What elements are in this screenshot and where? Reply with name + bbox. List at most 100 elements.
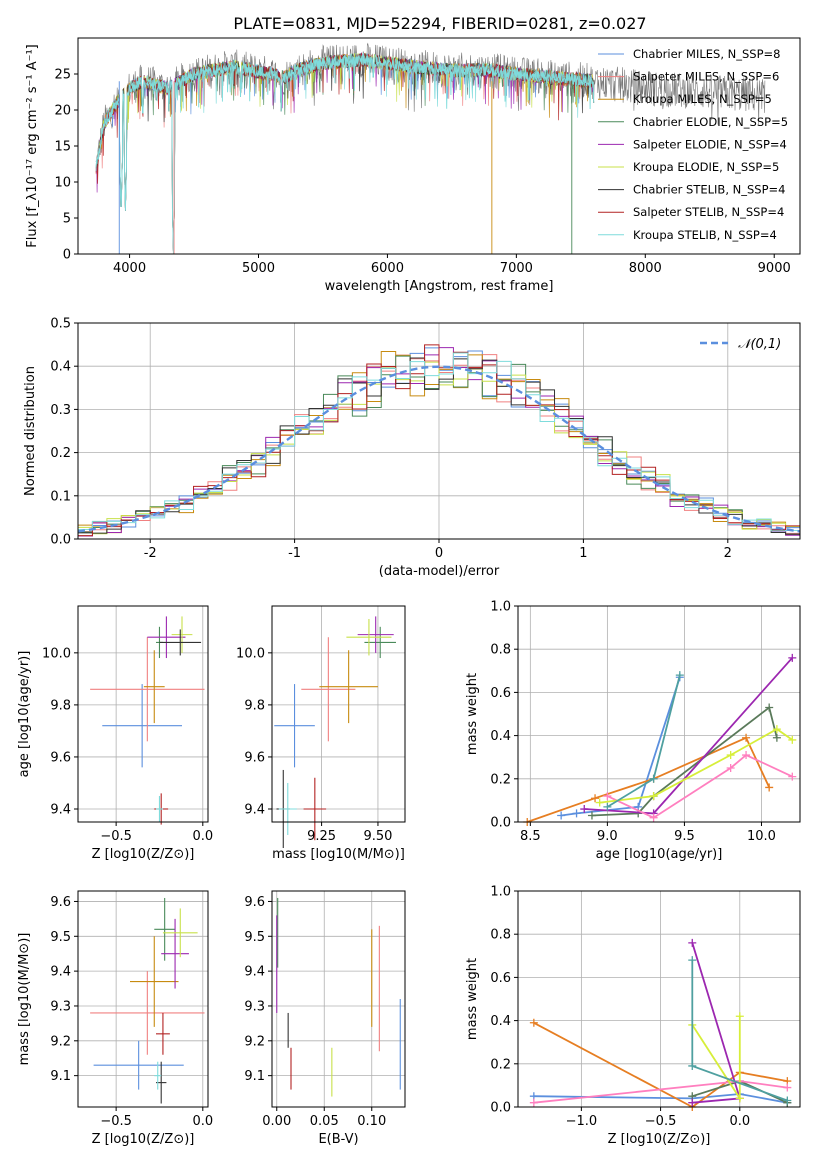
residuals-ylabel: Normed distribution: [23, 366, 38, 496]
weight_vs_age-marker-4-1: [649, 813, 658, 822]
weight_vs_age-marker-5-0: [595, 798, 604, 807]
weight_vs_Z-ytick-label-2: 0.4: [490, 1014, 511, 1029]
spectrum-xtick-label-4: 8000: [629, 261, 662, 276]
residuals-ytick-label-2: 0.2: [50, 446, 71, 461]
weight_vs_age-marker-5-3: [772, 725, 781, 734]
weight_vs_Z-series-3: [691, 942, 741, 1104]
mass_vs_ebv-axes: 0.00 0.05 0.10 9.1 9.2 9.3 9.4 9.5 9.6 E(B-V): [244, 891, 405, 1147]
weight_vs_age-ytick-label-2: 0.4: [490, 729, 511, 744]
residuals-ytick-label-4: 0.4: [50, 360, 71, 375]
residuals-ytick-label-0: 0.0: [50, 533, 71, 548]
mass_vs_Z-ytick-label-2: 9.3: [50, 999, 71, 1014]
mass_vs_ebv-ytick-label-1: 9.2: [244, 1034, 265, 1049]
residuals-ytick-label-3: 0.3: [50, 403, 71, 418]
mass_vs_ebv-xlabel: E(B-V): [318, 1132, 358, 1147]
age_vs_mass-frame: [271, 605, 406, 823]
mass_vs_ebv-ytick-label-2: 9.3: [244, 999, 265, 1014]
age_vs_mass-bars: [274, 616, 396, 849]
weight_vs_Z-series-1: [533, 1022, 788, 1109]
weight_vs_Z-marker-4-2: [783, 1083, 792, 1092]
spectrum-xtick-label-1: 5000: [242, 261, 275, 276]
weight_vs_Z-marker-4-0: [529, 1098, 538, 1107]
residuals-frame: [77, 322, 801, 540]
weight_vs_age-marker-1-4: [765, 783, 774, 792]
age_vs_Z-bars: [90, 616, 205, 825]
age_vs_Z-axes: −0.5 0.0 9.4 9.6 9.8 10.0 Z [log10(Z/Z⊙)] age […: [17, 606, 213, 862]
weight_vs_age-marker-3-0: [580, 805, 589, 814]
weight_vs_Z-ytick-label-4: 0.8: [490, 928, 511, 943]
weight_vs_age-marker-5-4: [788, 735, 797, 744]
age_vs_mass-ytick-label-1: 9.6: [244, 750, 265, 765]
spectrum-legend: Chabrier MILES, N_SSP=8 Salpeter MILES, N…: [598, 47, 788, 242]
weight_vs_age-ytick-label-5: 1.0: [490, 600, 511, 615]
figure-title: PLATE=0831, MJD=52294, FIBERID=0281, z=0…: [233, 14, 646, 33]
age_vs_Z-ytick-label-1: 9.6: [50, 750, 71, 765]
mass_vs_Z-xlabel: Z [log10(Z/Z⊙)]: [92, 1132, 195, 1147]
weight_vs_Z-marker-6-0: [688, 956, 697, 965]
hist-series-7: [78, 344, 800, 539]
weight_vs_age-marker-0-0: [557, 811, 566, 820]
mass_vs_ebv-ytick-label-3: 9.4: [244, 965, 265, 980]
normal-curve: [78, 365, 800, 533]
weight_vs_age-marker-3-2: [788, 653, 797, 662]
mass_vs_Z-frame: [77, 890, 209, 1108]
weight_vs_age-marker-2-0: [587, 811, 596, 820]
weight_vs_age-marker-2-3: [765, 703, 774, 712]
weight_vs_age-marker-5-2: [726, 751, 735, 760]
weight_vs_age-frame: [517, 605, 801, 823]
residuals-xtick-label-0: -2: [144, 546, 157, 561]
weight_vs_Z-frame: [517, 890, 801, 1108]
age_vs_mass-xtick-label-0: 9.25: [307, 829, 336, 844]
residuals-ytick-label-5: 0.5: [50, 317, 71, 332]
residuals-xtick-label-2: 0: [435, 546, 443, 561]
spectrum-ytick-label-1: 5: [63, 212, 71, 227]
weight_vs_age-marker-1-1: [591, 794, 600, 803]
age_vs_Z-ytick-label-2: 9.8: [50, 698, 71, 713]
spectrum-xtick-label-0: 4000: [113, 261, 146, 276]
weight_vs_Z-marker-3-0: [688, 938, 697, 947]
weight_vs_Z-ytick-label-0: 0.0: [490, 1101, 511, 1116]
weight_vs_Z-ytick-label-1: 0.2: [490, 1057, 511, 1072]
weight_vs_Z-xtick-label-2: 0.0: [729, 1114, 750, 1129]
weight_vs_Z-marker-3-2: [688, 1098, 697, 1107]
spectrum-ytick-label-3: 15: [54, 140, 71, 155]
weight_vs_age-marker-0-1: [572, 809, 581, 818]
spectrum-model-top: [95, 54, 595, 254]
weight_vs_age-marker-4-0: [603, 792, 612, 801]
mass_vs_ebv-bars: [276, 897, 401, 1097]
weight_vs_Z-marker-5-1: [735, 1094, 744, 1103]
mass_vs_Z-xtick-label-0: −0.5: [100, 1114, 132, 1129]
spectrum-xlabel: wavelength [Angstrom, rest frame]: [325, 279, 554, 294]
weight_vs_age-axes: 8.5 9.0 9.5 10.0 0.0 0.2 0.4 0.6 0.8 1.0 age [log1…: [465, 600, 800, 862]
mass_vs_ebv-xtick-label-1: 0.05: [310, 1114, 339, 1129]
weight_vs_Z-marker-1-0: [529, 1018, 538, 1027]
weight_vs_Z-xlabel: Z [log10(Z/Z⊙)]: [608, 1132, 711, 1147]
age_vs_Z-xtick-label-1: 0.0: [192, 829, 213, 844]
age_vs_mass-xtick-label-1: 9.50: [363, 829, 392, 844]
legend-label-3: Chabrier ELODIE, N_SSP=5: [633, 115, 788, 129]
mass_vs_Z-ytick-label-5: 9.6: [50, 895, 71, 910]
legend-label-6: Chabrier STELIB, N_SSP=4: [633, 183, 785, 197]
spectrum-axes: 4000 5000 6000 7000 8000 9000 0 5 10 15 20 25 wavele…: [25, 44, 791, 294]
legend-label-0: Chabrier MILES, N_SSP=8: [633, 47, 780, 61]
age_vs_Z-ylabel: age [log10(age/yr)]: [17, 651, 32, 778]
weight_vs_age-ytick-label-4: 0.8: [490, 643, 511, 658]
mass_vs_Z-ytick-label-3: 9.4: [50, 965, 71, 980]
legend-label-4: Salpeter ELODIE, N_SSP=4: [633, 137, 787, 151]
mass_vs_Z-ytick-label-4: 9.5: [50, 930, 71, 945]
spectrum-ytick-label-0: 0: [63, 248, 71, 263]
weight_vs_Z-ytick-label-5: 1.0: [490, 885, 511, 900]
mass_vs_ebv-ytick-label-4: 9.5: [244, 930, 265, 945]
hist-steps: [78, 344, 800, 539]
weight_vs_Z-xtick-label-0: −1.0: [566, 1114, 598, 1129]
weight_vs_age-ylabel: mass weight: [465, 673, 480, 755]
weight_vs_Z-ytick-label-3: 0.6: [490, 971, 511, 986]
weight_vs_age-xtick-label-0: 8.5: [520, 829, 541, 844]
mass_vs_Z-axes: −0.5 0.0 9.1 9.2 9.3 9.4 9.5 9.6 Z [log10(Z/Z⊙)]…: [17, 891, 213, 1147]
legend-label-2: Kroupa MILES, N_SSP=5: [633, 92, 772, 106]
legend-label-7: Salpeter STELIB, N_SSP=4: [633, 205, 784, 219]
mass_vs_ebv-xtick-label-0: 0.00: [262, 1114, 291, 1129]
hist-legend-label: 𝒩(0,1): [738, 337, 781, 352]
weight_vs_age-marker-5-1: [649, 792, 658, 801]
